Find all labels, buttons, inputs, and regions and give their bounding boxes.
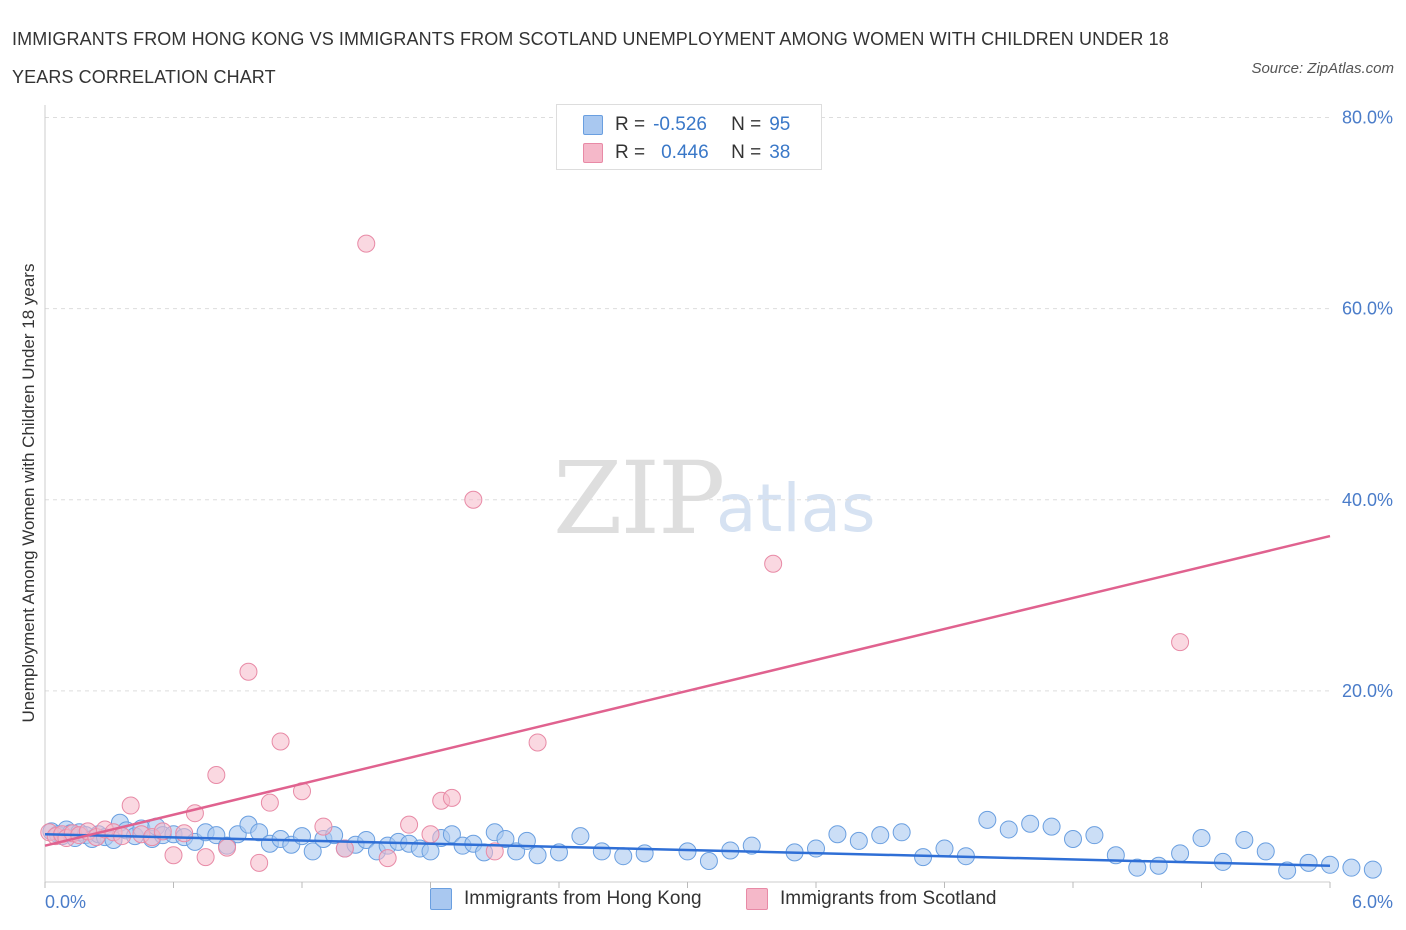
scotland-point: [335, 839, 354, 858]
gridlines: [45, 117, 1330, 692]
hong-kong-point: [871, 826, 890, 845]
hong-kong-point: [935, 839, 954, 858]
hong-kong-point: [1149, 856, 1168, 875]
scotland-point: [485, 842, 504, 861]
scotland-point: [442, 788, 461, 807]
hong-kong-point: [1042, 817, 1061, 836]
legend-swatch-hong-kong: [583, 115, 603, 135]
hong-kong-point: [742, 836, 761, 855]
scotland-point: [1171, 633, 1190, 652]
bottom-legend-label-scotland: Immigrants from Scotland: [780, 888, 997, 909]
bottom-legend-swatch-scotland: [746, 888, 768, 910]
hong-kong-point: [635, 844, 654, 863]
legend-n-label: N =: [731, 114, 762, 135]
legend-row-scotland: R = 0.446 N = 38: [557, 139, 790, 167]
scotland-point: [357, 234, 376, 253]
hong-kong-point: [1021, 814, 1040, 833]
hong-kong-point: [1171, 844, 1190, 863]
legend-r-label: R =: [615, 142, 646, 163]
watermark-zip: ZIP: [553, 440, 725, 557]
source-credit: Source: ZipAtlas.com: [1251, 60, 1394, 77]
hong-kong-point: [1085, 826, 1104, 845]
hong-kong-point: [250, 823, 269, 842]
chart-title: IMMIGRANTS FROM HONG KONG VS IMMIGRANTS …: [12, 29, 1169, 87]
correlation-legend: R = -0.526 N = 95 R = 0.446 N = 38: [556, 104, 822, 170]
legend-swatch-scotland: [583, 143, 603, 163]
hong-kong-point: [1256, 842, 1275, 861]
hong-kong-point: [571, 827, 590, 846]
hong-kong-point: [1299, 853, 1318, 872]
y-tick-label: 60.0%: [1342, 299, 1393, 319]
bottom-legend-hong-kong: Immigrants from Hong Kong: [430, 888, 702, 910]
hong-kong-point: [442, 825, 461, 844]
hong-kong-point: [1363, 860, 1382, 879]
y-tick-label: 80.0%: [1342, 108, 1393, 128]
legend-n-value-hong-kong: 95: [769, 114, 791, 135]
scotland-point: [271, 732, 290, 751]
watermark-atlas: atlas: [716, 470, 876, 547]
y-tick-label: 20.0%: [1342, 681, 1393, 701]
hong-kong-trend-line: [44, 832, 1331, 868]
scotland-point: [218, 838, 237, 857]
legend-n-label: N =: [731, 142, 762, 163]
scotland-point: [239, 662, 258, 681]
hong-kong-point: [1192, 829, 1211, 848]
scotland-point: [464, 490, 483, 509]
trend-lines: [44, 534, 1331, 868]
x-tick-label-min: 0.0%: [45, 892, 86, 912]
scotland-point: [260, 793, 279, 812]
hong-kong-point: [357, 830, 376, 849]
bottom-legend-label-hong-kong: Immigrants from Hong Kong: [464, 888, 702, 909]
scotland-points: [40, 234, 1190, 872]
scotland-point: [175, 824, 194, 843]
hong-kong-point: [892, 823, 911, 842]
scotland-point: [121, 796, 140, 815]
legend-n-value-scotland: 38: [769, 142, 791, 163]
legend-r-label: R =: [615, 114, 646, 135]
x-axis-ticks: [44, 882, 1331, 888]
scotland-point: [400, 815, 419, 834]
legend-r-value-hong-kong: -0.526: [653, 114, 707, 135]
hong-kong-point: [1278, 861, 1297, 880]
legend-r-value-scotland: 0.446: [661, 142, 709, 163]
hong-kong-point: [1064, 829, 1082, 848]
hong-kong-point: [1235, 830, 1254, 849]
hong-kong-point: [614, 847, 633, 866]
scotland-point: [764, 554, 783, 573]
scotland-trend-line: [44, 534, 1331, 847]
scotland-point: [314, 817, 333, 836]
scotland-point: [250, 853, 269, 872]
scotland-point: [378, 849, 397, 868]
hong-kong-point: [828, 825, 847, 844]
hong-kong-point: [592, 842, 611, 861]
hong-kong-point: [978, 810, 997, 829]
hong-kong-point: [678, 842, 697, 861]
hong-kong-point: [999, 820, 1018, 839]
scotland-point: [207, 765, 226, 784]
scotland-point: [153, 822, 172, 841]
scotland-point: [528, 733, 547, 752]
bottom-legend-swatch-hong-kong: [430, 888, 452, 910]
y-tick-label: 40.0%: [1342, 490, 1393, 510]
hong-kong-point: [699, 851, 718, 870]
legend-row-hong-kong: R = -0.526 N = 95: [557, 111, 790, 139]
hong-kong-point: [293, 827, 311, 846]
hong-kong-point: [849, 831, 868, 850]
x-tick-label-max: 6.0%: [1352, 892, 1393, 912]
scotland-point: [421, 825, 440, 844]
hong-kong-point: [496, 829, 515, 848]
hong-kong-point: [528, 846, 547, 865]
y-axis-label: Unemployment Among Women with Children U…: [19, 264, 38, 723]
hong-kong-point: [303, 842, 322, 861]
scotland-point: [196, 848, 215, 867]
y-axis-tick-labels: 20.0% 40.0% 60.0% 80.0%: [1342, 108, 1393, 701]
hong-kong-point: [1342, 858, 1361, 877]
bottom-legend-scotland: Immigrants from Scotland: [746, 888, 996, 910]
scotland-point: [164, 846, 183, 865]
hong-kong-points: [42, 810, 1382, 880]
hong-kong-point: [1128, 858, 1147, 877]
